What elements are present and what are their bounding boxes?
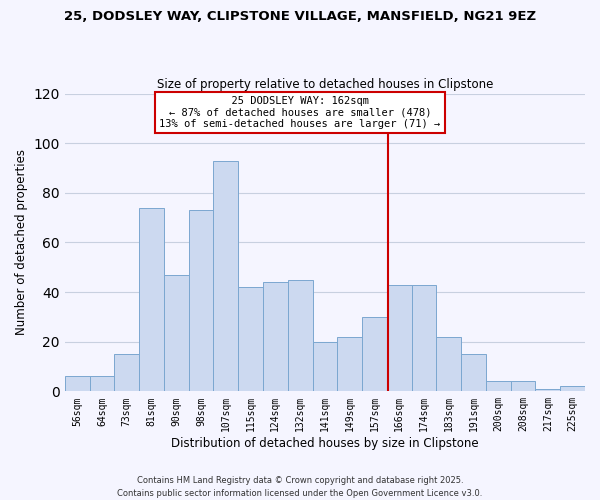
Bar — [387, 284, 412, 392]
Y-axis label: Number of detached properties: Number of detached properties — [15, 150, 28, 336]
Bar — [238, 287, 263, 392]
Bar — [436, 336, 461, 392]
Bar — [288, 280, 313, 392]
Bar — [65, 376, 89, 392]
Bar — [263, 282, 288, 392]
Text: Contains HM Land Registry data © Crown copyright and database right 2025.
Contai: Contains HM Land Registry data © Crown c… — [118, 476, 482, 498]
Bar — [313, 342, 337, 392]
Text: 25, DODSLEY WAY, CLIPSTONE VILLAGE, MANSFIELD, NG21 9EZ: 25, DODSLEY WAY, CLIPSTONE VILLAGE, MANS… — [64, 10, 536, 23]
Bar — [486, 382, 511, 392]
Bar — [115, 354, 139, 392]
Title: Size of property relative to detached houses in Clipstone: Size of property relative to detached ho… — [157, 78, 493, 91]
Bar — [214, 160, 238, 392]
Bar — [89, 376, 115, 392]
Bar — [461, 354, 486, 392]
Text: 25 DODSLEY WAY: 162sqm  
← 87% of detached houses are smaller (478)
13% of semi-: 25 DODSLEY WAY: 162sqm ← 87% of detached… — [160, 96, 441, 129]
Bar — [337, 336, 362, 392]
Bar — [412, 284, 436, 392]
Bar — [560, 386, 585, 392]
Bar — [511, 382, 535, 392]
Bar — [188, 210, 214, 392]
Bar — [535, 389, 560, 392]
X-axis label: Distribution of detached houses by size in Clipstone: Distribution of detached houses by size … — [171, 437, 479, 450]
Bar — [362, 317, 387, 392]
Bar — [164, 274, 188, 392]
Bar — [139, 208, 164, 392]
